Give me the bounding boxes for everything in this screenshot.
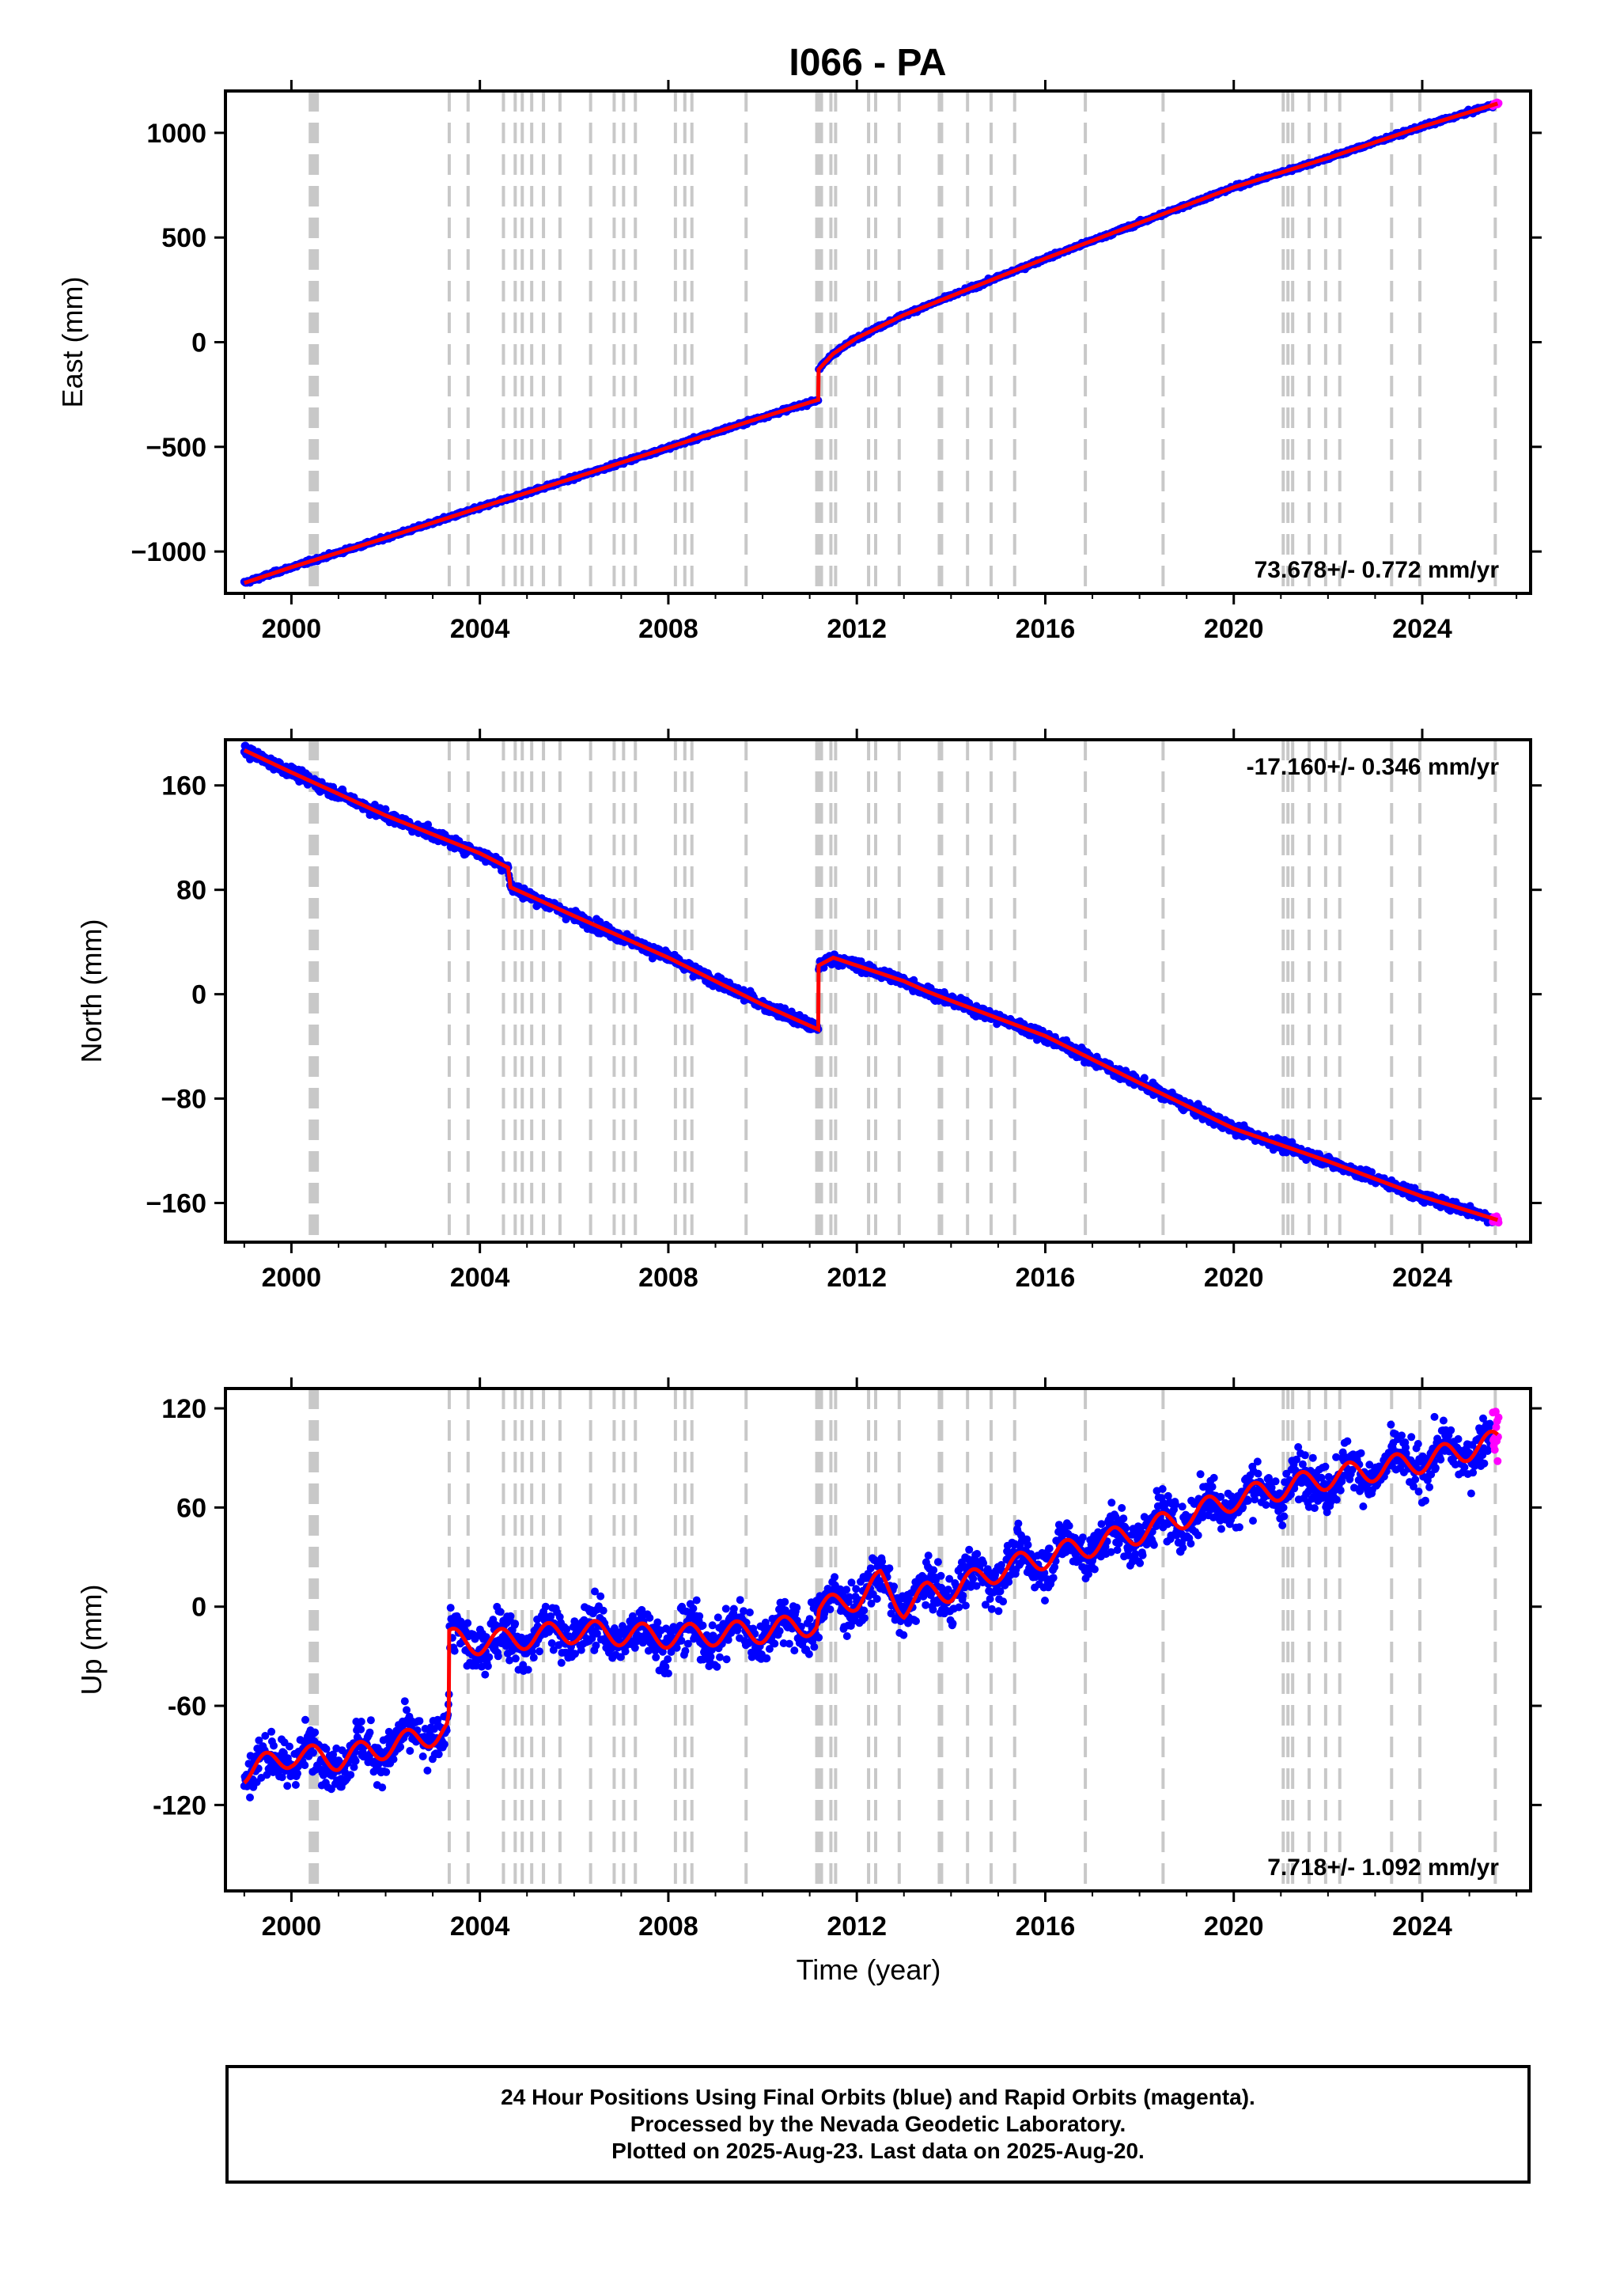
x-tick-label: 2012: [827, 614, 887, 644]
up-final-point: [291, 1781, 300, 1789]
east-frame: [224, 89, 1532, 595]
y-tick-label: 0: [191, 328, 206, 358]
up-final-point: [301, 1715, 309, 1724]
y-tick-label: −160: [146, 1189, 206, 1219]
up-final-point: [267, 1727, 276, 1736]
x-tick-label: 2012: [827, 1263, 887, 1293]
x-tick-label: 2020: [1204, 1263, 1264, 1293]
up-panel: 2000 2004 2008 2012 2016 2020 2024-120-6006012…: [75, 1377, 1542, 1942]
up-final-point: [246, 1793, 254, 1802]
x-tick-label: 2020: [1204, 614, 1264, 644]
y-tick-label: 1000: [146, 119, 206, 149]
y-tick-label: 160: [161, 771, 206, 801]
x-tick-label: 2000: [262, 1263, 322, 1293]
east-y-axis-label: East (mm): [56, 277, 89, 408]
y-tick-label: −80: [161, 1085, 206, 1115]
up-final-point: [382, 1767, 391, 1776]
y-tick-label: 500: [161, 223, 206, 253]
up-final-point: [378, 1783, 387, 1792]
up-final-point: [346, 1771, 355, 1779]
north-final-point: [424, 820, 433, 829]
y-tick-label: −500: [146, 433, 206, 463]
chart-title: I066 - PA: [789, 42, 946, 84]
east-velocity-label: 73.678+/- 0.772 mm/yr: [1255, 557, 1500, 583]
north-velocity-label: -17.160+/- 0.346 mm/yr: [1247, 754, 1500, 780]
north-panel: 2000 2004 2008 2012 2016 2020 2024 −160 −80 0 80 16…: [75, 729, 1542, 1293]
up-final-point: [396, 1743, 405, 1751]
up-final-point: [357, 1725, 365, 1733]
up-observations: [240, 1408, 1503, 1802]
east-model-line: [244, 101, 1499, 585]
y-tick-label: 0: [191, 980, 206, 1010]
up-final-point: [301, 1761, 309, 1770]
up-final-point: [286, 1742, 293, 1751]
x-tick-label: 2004: [450, 1263, 510, 1293]
x-tick-label: 2004: [450, 614, 510, 644]
east-observations: [240, 98, 1503, 587]
up-final-point: [389, 1755, 398, 1764]
north-final-point: [381, 805, 390, 813]
x-tick-label: 2024: [1392, 1263, 1452, 1293]
up-final-point: [406, 1747, 414, 1755]
up-final-point: [311, 1728, 320, 1737]
x-tick-label: 2024: [1392, 614, 1452, 644]
up-final-point: [351, 1756, 360, 1765]
up-final-point: [357, 1718, 365, 1726]
up-final-point: [283, 1782, 292, 1790]
x-tick-label: 2000: [262, 614, 322, 644]
x-tick-label: 2016: [1016, 614, 1076, 644]
north-y-axis-label: North (mm): [75, 919, 108, 1063]
up-final-point: [365, 1728, 374, 1737]
y-tick-label: −1000: [131, 537, 207, 567]
up-final-point: [309, 1749, 317, 1757]
x-tick-label: 2008: [638, 614, 698, 644]
x-tick-label: 2016: [1016, 1263, 1076, 1293]
x-tick-label: 2008: [638, 1263, 698, 1293]
y-tick-label: 80: [176, 876, 206, 906]
up-final-point: [270, 1741, 278, 1750]
east-panel: 2000 2004 2008 2012 2016 2020 2024 −1000 −500 0 50…: [56, 80, 1542, 644]
up-final-point: [400, 1697, 409, 1706]
up-final-point: [366, 1716, 375, 1725]
north-observations: [240, 741, 1503, 1227]
up-final-point: [293, 1769, 301, 1778]
